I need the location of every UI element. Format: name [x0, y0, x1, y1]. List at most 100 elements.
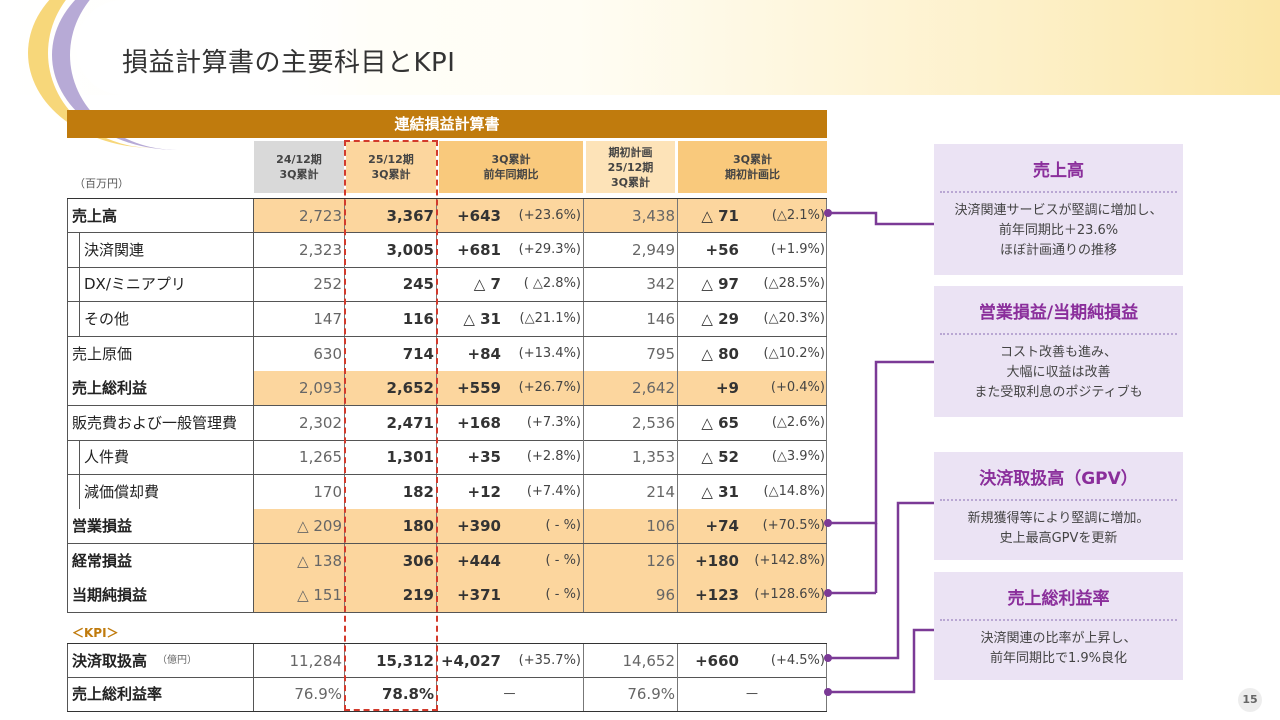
column-divider [677, 509, 678, 543]
column-divider [677, 233, 678, 267]
column-divider [583, 644, 584, 678]
table-row: 決済関連 2,323 3,005 +681 (+29.3%) 2,949 +56 (+1.9%… [67, 233, 827, 268]
column-divider [436, 644, 437, 678]
cell-prev: 147 [313, 310, 342, 328]
column-divider [583, 544, 584, 578]
column-divider [826, 475, 827, 509]
cell-vs-plan: △ 80 [701, 345, 739, 363]
table-row: 売上高 2,723 3,367 +643 (+23.6%) 3,438 △ 71 (△2.1%… [67, 198, 827, 233]
indent-divider [79, 440, 80, 474]
cell-plan: 342 [646, 275, 675, 293]
row-label: DX/ミニアプリ [67, 267, 253, 301]
cell-vs-plan: △ 71 [701, 207, 739, 225]
indent-divider [79, 302, 80, 336]
column-divider [583, 406, 584, 440]
cell-vs-plan: +180 [695, 552, 739, 570]
cell-vs-plan: +9 [715, 379, 739, 397]
column-divider [826, 578, 827, 612]
cell-curr: 182 [402, 483, 434, 501]
row-label: 経常損益 [67, 544, 253, 578]
label-divider [253, 475, 254, 509]
cell-prev: △ 209 [297, 517, 342, 535]
column-divider [344, 406, 345, 440]
column-divider [344, 337, 345, 371]
cell-yoy: +371 [457, 586, 501, 604]
cell-vs-plan-dash: － [744, 685, 760, 703]
column-divider [826, 509, 827, 543]
cell-yoy: +559 [457, 379, 501, 397]
note-title: 売上高 [940, 144, 1177, 193]
table-row: その他 147 116 △ 31 (△21.1%) 146 △ 29 (△20.3%) [67, 302, 827, 337]
cell-vs-plan-pct: (+4.5%) [770, 653, 825, 668]
label-divider [253, 233, 254, 267]
note-body: コスト改善も進み、 大幅に収益は改善 また受取利息のポジティブも [934, 335, 1183, 411]
row-label: 決済取扱高 [67, 644, 253, 678]
label-divider [253, 406, 254, 440]
column-divider [826, 544, 827, 578]
note-line: 決済関連の比率が上昇し、 [980, 631, 1137, 646]
label-divider [253, 677, 254, 711]
note-line: 前年同期比で1.9%良化 [989, 651, 1128, 666]
connector-margin [828, 628, 934, 694]
column-divider [677, 199, 678, 233]
cell-vs-plan-pct: (△14.8%) [763, 484, 825, 499]
cell-yoy-pct: ( - %) [545, 518, 581, 533]
header-fade [76, 0, 376, 95]
cell-yoy-pct: (+35.7%) [518, 653, 581, 668]
cell-yoy-pct: (+13.4%) [518, 346, 581, 361]
label-divider [253, 302, 254, 336]
note-line: 大幅に収益は改善 [1006, 365, 1111, 380]
column-divider [826, 267, 827, 301]
cell-prev: 1,265 [299, 448, 342, 466]
cell-plan: 2,949 [632, 241, 675, 259]
cell-curr: 1,301 [386, 448, 434, 466]
col-header-line: 25/12期 [368, 153, 414, 166]
cell-vs-plan-pct: (△2.6%) [771, 415, 825, 430]
column-divider [436, 440, 437, 474]
column-divider [583, 371, 584, 405]
kpi-row: 売上総利益率 76.9% 78.8% － 76.9% － [67, 677, 827, 712]
cell-prev: 76.9% [294, 685, 342, 703]
note-operating-profit: 営業損益/当期純損益 コスト改善も進み、 大幅に収益は改善 また受取利息のポジテ… [934, 286, 1183, 417]
note-line: 史上最高GPVを更新 [999, 531, 1118, 546]
cell-prev: 2,323 [299, 241, 342, 259]
note-line: 新規獲得等により堅調に増加。 [967, 511, 1150, 526]
cell-curr: 180 [402, 517, 434, 535]
cell-plan: 795 [646, 345, 675, 363]
note-body: 新規獲得等により堅調に増加。 史上最高GPVを更新 [934, 501, 1183, 557]
cell-plan: 2,642 [632, 379, 675, 397]
row-label: 販売費および一般管理費 [67, 406, 253, 440]
table-row: 営業損益 △ 209 180 +390 ( - %) 106 +74 (+70.5%) [67, 509, 827, 544]
label-divider [253, 267, 254, 301]
cell-prev: 2,302 [299, 414, 342, 432]
label-divider [253, 371, 254, 405]
cell-yoy: +444 [457, 552, 501, 570]
cell-vs-plan: +56 [705, 241, 739, 259]
column-divider [826, 337, 827, 371]
cell-vs-plan-pct: (+1.9%) [770, 242, 825, 257]
label-divider [253, 199, 254, 233]
cell-plan: 126 [646, 552, 675, 570]
column-divider [826, 644, 827, 678]
col-header-curr: 25/12期 3Q累計 [346, 141, 436, 193]
column-divider [583, 578, 584, 612]
cell-yoy: +643 [457, 207, 501, 225]
cell-vs-plan-pct: (+0.4%) [770, 380, 825, 395]
note-line: また受取利息のポジティブも [974, 385, 1143, 400]
col-header-line: 3Q累計 [491, 153, 531, 166]
column-divider [677, 475, 678, 509]
column-divider [826, 199, 827, 233]
cell-curr: 78.8% [381, 685, 434, 703]
indent-divider [79, 267, 80, 301]
cell-plan: 76.9% [627, 685, 675, 703]
cell-yoy-pct: (+26.7%) [518, 380, 581, 395]
column-divider [583, 199, 584, 233]
note-body: 決済関連サービスが堅調に増加し、 前年同期比＋23.6% ほぼ計画通りの推移 [934, 193, 1183, 269]
connector-gpv [828, 501, 934, 660]
cell-prev: 2,093 [299, 379, 342, 397]
note-title: 決済取扱高（GPV） [940, 452, 1177, 501]
cell-vs-plan-pct: (△10.2%) [763, 346, 825, 361]
cell-yoy-pct: (+2.8%) [526, 449, 581, 464]
cell-vs-plan-pct: (△28.5%) [763, 276, 825, 291]
row-label: 営業損益 [67, 509, 253, 543]
